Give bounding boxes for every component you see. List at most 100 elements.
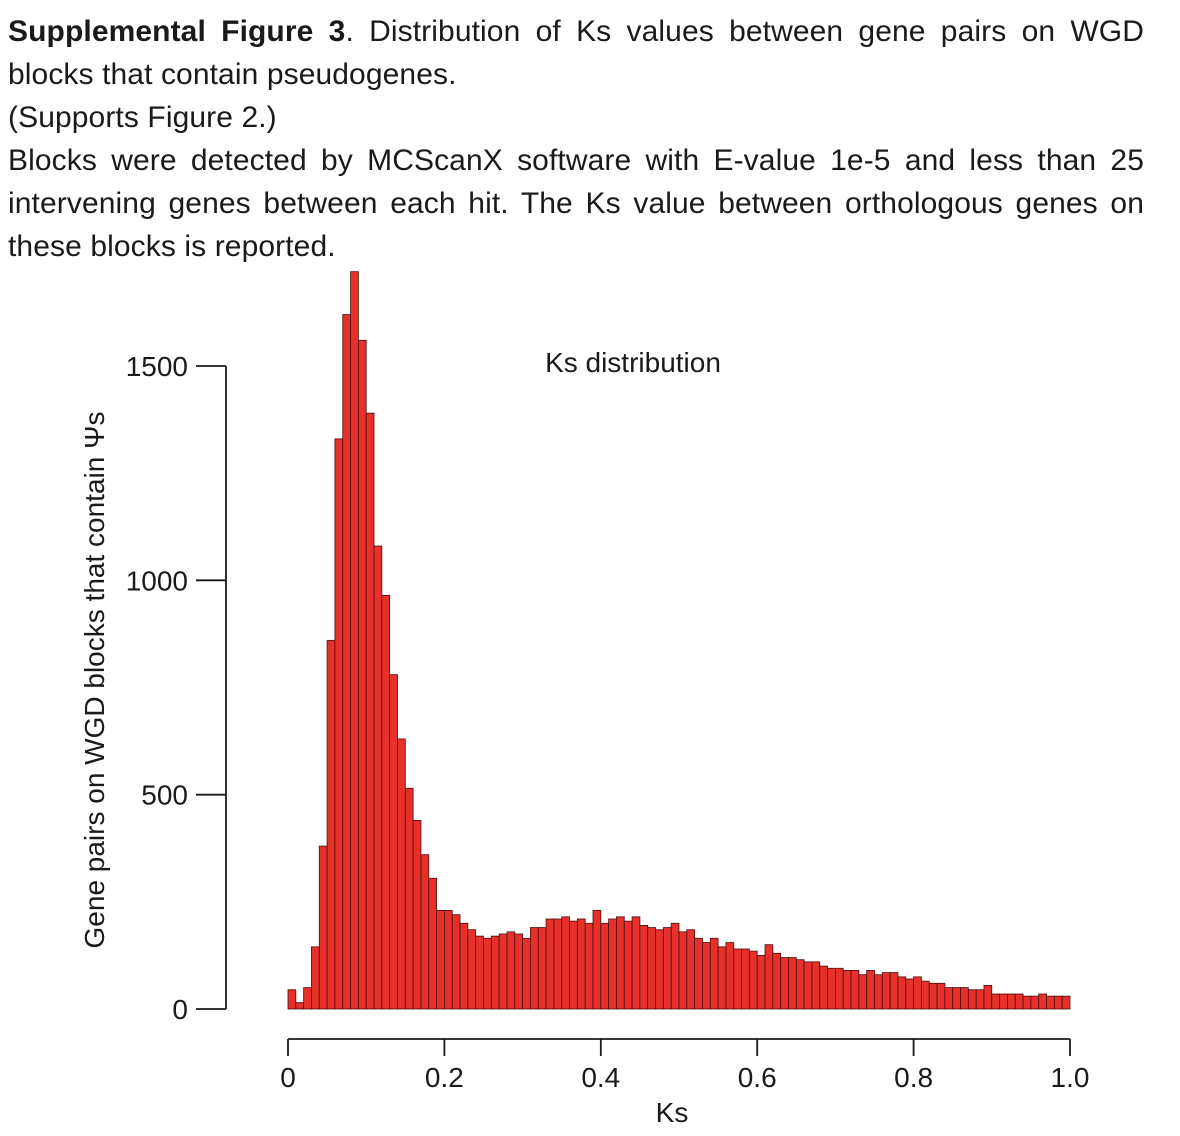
histogram-bar — [1061, 995, 1071, 1010]
histogram-bar — [412, 819, 422, 1010]
histogram-bar — [866, 970, 875, 1010]
histogram-bar — [326, 639, 336, 1010]
histogram-bar — [967, 989, 977, 1010]
x-tick-label: 0.8 — [894, 1062, 933, 1093]
histogram-bar — [600, 922, 610, 1010]
histogram-bar — [741, 948, 750, 1010]
histogram-bar — [936, 982, 946, 1010]
histogram-bar — [498, 933, 508, 1010]
histogram-bar — [592, 910, 602, 1010]
histogram-bar — [576, 918, 586, 1010]
histogram-bar — [686, 929, 696, 1010]
histogram-bar — [467, 929, 477, 1010]
x-tick-label: 0 — [280, 1062, 296, 1093]
histogram-bar — [772, 952, 782, 1010]
histogram-bar — [921, 980, 930, 1010]
histogram-bar — [475, 935, 484, 1010]
histogram-bar — [561, 916, 570, 1010]
histogram-bar — [678, 931, 688, 1010]
histogram-bar — [928, 982, 938, 1010]
histogram-bar — [960, 987, 969, 1010]
histogram-bar — [897, 976, 907, 1010]
histogram-bar — [506, 931, 516, 1010]
histogram-bar — [631, 916, 641, 1010]
histogram-bars — [287, 271, 1071, 1010]
histogram-bar — [483, 937, 492, 1010]
y-tick-label: 500 — [141, 780, 188, 811]
histogram-bar — [835, 967, 844, 1010]
histogram-bar — [545, 918, 555, 1010]
histogram-bar — [975, 989, 985, 1010]
histogram-bar — [428, 877, 437, 1010]
histogram-bar — [1046, 995, 1055, 1010]
histogram-bar — [404, 787, 414, 1010]
histogram-bar — [944, 987, 954, 1010]
histogram-bar — [827, 967, 836, 1010]
histogram-bar — [803, 961, 813, 1010]
histogram-bar — [717, 946, 727, 1010]
x-tick-label: 0.4 — [581, 1062, 620, 1093]
histogram-bar — [569, 920, 578, 1010]
chart-title: Ks distribution — [545, 347, 721, 378]
histogram-bar — [318, 845, 328, 1010]
histogram-bar — [1022, 995, 1032, 1010]
caption-label: Supplemental Figure 3 — [8, 15, 346, 48]
histogram-bar — [881, 972, 891, 1010]
histogram-bar — [373, 545, 383, 1010]
caption-description: . Distribution of Ks values between gene… — [8, 15, 1144, 91]
histogram-bar — [1030, 995, 1040, 1010]
histogram-bar — [858, 974, 868, 1010]
x-axis-label: Ks — [656, 1097, 689, 1128]
histogram-bar — [991, 993, 1001, 1010]
caption-methods: Blocks were detected by MCScanX software… — [8, 144, 1144, 263]
x-axis: 0 0.2 0.4 0.6 0.8 1.0 — [280, 1038, 1090, 1093]
histogram-bar — [983, 985, 993, 1010]
histogram-bar — [287, 989, 297, 1010]
histogram-bar — [311, 946, 320, 1010]
histogram-bar — [342, 314, 351, 1010]
histogram-bar — [662, 927, 672, 1010]
histogram-bar — [1014, 993, 1024, 1010]
histogram-bar — [365, 412, 375, 1010]
histogram-bar — [733, 948, 742, 1010]
histogram-bar — [670, 922, 680, 1010]
histogram-bar — [436, 910, 445, 1010]
histogram-bar — [584, 922, 594, 1010]
histogram-bar — [623, 920, 633, 1010]
histogram-bar — [490, 935, 500, 1010]
y-tick-label: 1500 — [126, 351, 188, 382]
histogram-bar — [655, 929, 664, 1010]
histogram-bar — [702, 942, 711, 1010]
histogram-bar — [381, 594, 391, 1010]
histogram-bar — [788, 957, 797, 1010]
histogram-bar — [795, 959, 805, 1010]
histogram-bar — [350, 271, 359, 1010]
caption-supports-note: (Supports Figure 2.) — [8, 101, 277, 134]
y-axis: 0 500 1000 1500 — [126, 351, 227, 1025]
histogram-bar — [709, 937, 719, 1010]
histogram-bar — [756, 955, 766, 1010]
histogram-bar — [764, 944, 774, 1010]
histogram-bar — [725, 942, 735, 1010]
x-tick-label: 1.0 — [1051, 1062, 1090, 1093]
histogram-bar — [999, 993, 1008, 1010]
histogram-bar — [647, 927, 656, 1010]
histogram-bar — [952, 987, 961, 1010]
histogram-bar — [694, 937, 703, 1010]
histogram-bar — [1053, 995, 1063, 1010]
histogram-bar — [780, 957, 789, 1010]
histogram-bar — [811, 961, 821, 1010]
histogram-bar — [639, 925, 649, 1010]
histogram-bar — [514, 933, 524, 1010]
histogram-bar — [842, 970, 852, 1010]
histogram-bar — [303, 987, 312, 1010]
histogram-bar — [357, 339, 367, 1010]
histogram-bar — [530, 927, 539, 1010]
histogram-bar — [616, 916, 625, 1010]
histogram-bar — [443, 910, 453, 1010]
histogram-bar — [913, 976, 922, 1010]
histogram-bar — [334, 438, 344, 1010]
histogram-bar — [522, 937, 531, 1010]
histogram-bar — [1038, 993, 1047, 1010]
